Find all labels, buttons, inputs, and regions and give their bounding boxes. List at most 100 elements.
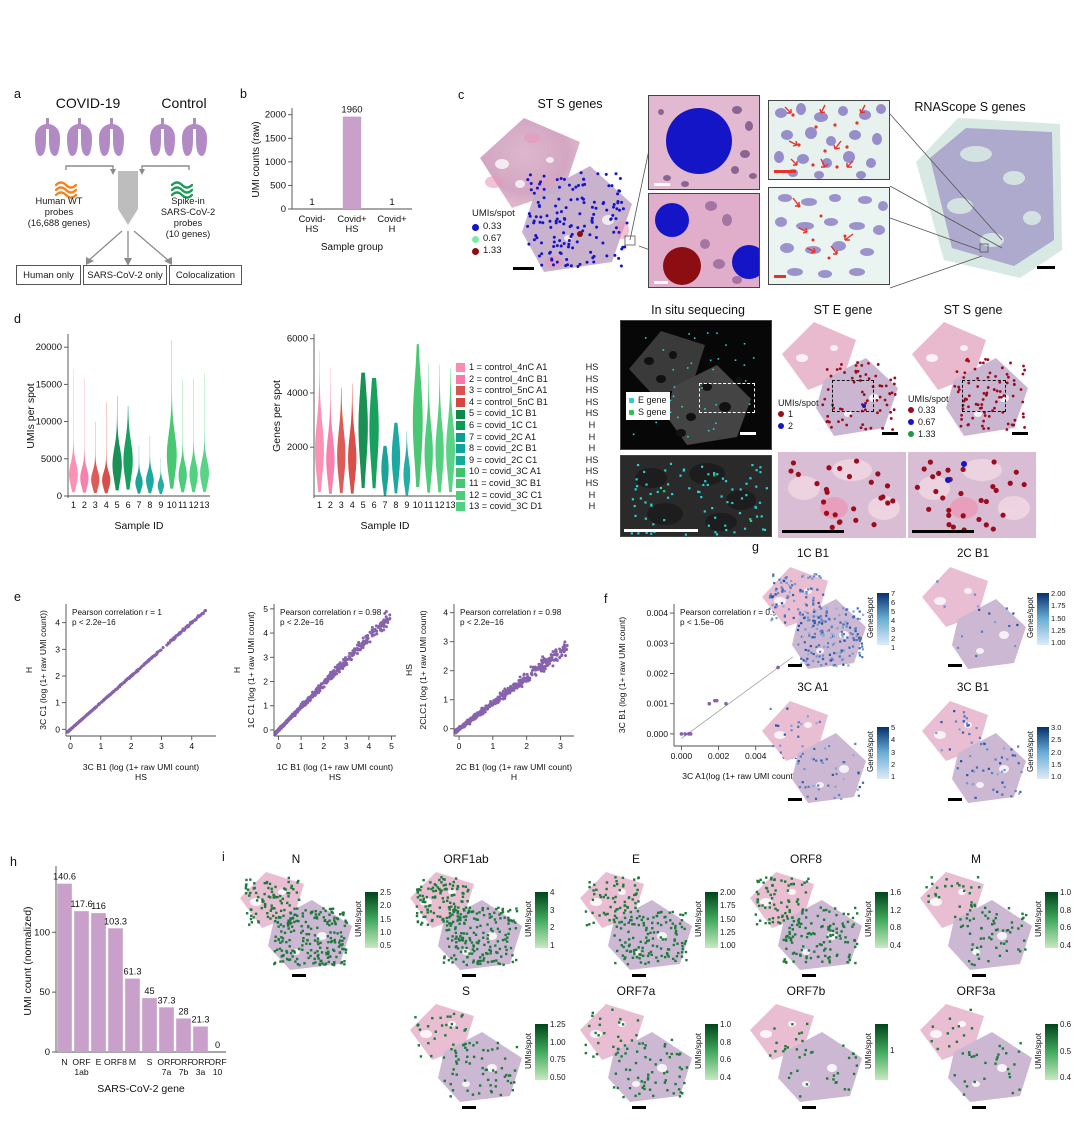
svg-text:2: 2 [443,666,448,676]
panel-i-colorbar-gradient-E [705,892,718,948]
panel-c-rnascope-connectors [889,113,1003,289]
legend-tag-12: H [588,489,596,500]
svg-text:2: 2 [524,741,529,751]
panel-d-legend-item-7: 7 = covid_2C A1 H [456,432,601,444]
svg-text:2000: 2000 [265,110,286,121]
legend-tag-1: HS [585,362,599,372]
panel-i-colorbar-ticks-E: 2.00 1.75 1.50 1.25 1.00 [720,888,736,950]
panel-i-tick-ORF8-2: 0.8 [890,923,902,933]
svg-text:0: 0 [457,741,462,751]
iss-overview-roi[interactable] [699,383,755,413]
panel-g-tile-3C-B1: 3C B1 Genes/spot 3.0 2.5 2.0 1.5 1.0 [918,682,1076,810]
panel-g-tissue-2 [762,701,866,803]
svg-text:Covid+: Covid+ [377,214,406,224]
svg-text:UMIs per spot: UMIs per spot [25,383,37,448]
legend-tag-2: HS [585,373,599,384]
iss-title: In situ sequecing [651,303,745,317]
legend-swatch-6 [456,421,465,431]
panel-i-tick-M-3: 0.4 [1060,940,1072,950]
svg-text:7a: 7a [162,1067,172,1077]
panel-i-colorbar-gradient-ORF7a [705,1024,718,1080]
panel-g-tissue-1 [922,567,1026,669]
st-e-dot-2 [778,423,784,429]
legend-label-1: 1 = control_4nC A1 [469,362,548,372]
svg-text:5: 5 [389,741,394,751]
st-e-roi[interactable] [832,380,874,412]
panel-i-tick-ORF7b-0: 1 [890,1046,895,1055]
st-s-value-033: 0.33 [918,405,936,415]
svg-text:1: 1 [443,695,448,705]
panel-g-tick-3-2: 2.0 [1051,747,1062,757]
svg-text:UMI counts (raw): UMI counts (raw) [251,121,262,197]
legend-swatch-9 [456,456,465,466]
svg-text:4000: 4000 [287,388,308,399]
svg-text:ORF: ORF [191,1057,209,1067]
st-s-legend-item-1: 0.67 [908,416,949,428]
panel-a-control-label: Control [161,95,207,111]
panel-i-colorbar-gradient-ORF1ab [535,892,548,948]
panel-d-legend-item-4: 4 = control_5nC B1 HS [456,397,601,409]
svg-text:3: 3 [558,741,563,751]
legend-label-4: 4 = control_5nC B1 [469,396,548,407]
svg-text:1: 1 [317,500,322,510]
legend-label-9: 9 = covid_2C C1 [469,454,538,465]
svg-text:p < 2.2e−16: p < 2.2e−16 [460,618,504,627]
svg-text:1: 1 [98,741,103,751]
panel-i-tick-ORF1ab-2: 2 [550,923,555,933]
legend-swatch-11 [456,479,465,489]
legend-dot-033 [472,223,479,231]
panel-g-scalebar-1 [948,664,962,667]
panel-i-colorbar-ticks-ORF1ab: 4 3 2 1 [550,888,554,950]
panel-i-tick-ORF3a-0: 0.6 [1060,1020,1072,1029]
st-s-roi[interactable] [962,380,1006,412]
panel-g-tick-0-6: 1 [891,643,896,652]
svg-text:1ab: 1ab [74,1067,89,1077]
svg-text:2: 2 [55,671,60,681]
svg-text:3: 3 [339,500,344,510]
st-e-dot-1 [778,411,784,417]
panel-i-tile-ORF1ab: ORF1ab UMIs/spot 4 3 2 1 [406,852,571,980]
panel-i-tile-ORF7a: ORF7a UMIs/spot 1.0 0.8 0.6 0.4 [576,984,741,1112]
panel-i-title-ORF7a: ORF7a [616,984,656,998]
panel-g-letter: g [752,540,759,554]
svg-text:0: 0 [45,1047,50,1058]
panel-i-tile-N: N UMIs/spot 2.5 2.0 1.5 1.0 0.5 [236,852,401,980]
panel-i-scalebar-ORF7b [802,1106,816,1109]
svg-text:5000: 5000 [41,454,62,465]
svg-text:37.3: 37.3 [158,995,176,1005]
probe-right-line1: Spike-in [171,196,205,206]
legend-tag-9: HS [585,454,599,465]
probe-right-line3: probes [173,218,203,228]
panel-i-title-N: N [291,852,301,866]
svg-text:HS: HS [404,664,414,676]
st-s-value-133: 1.33 [918,429,936,439]
panel-d-legend-item-8: 8 = covid_2C B1 H [456,443,601,455]
legend-label-5: 5 = covid_1C B1 [469,408,537,419]
svg-text:1: 1 [299,741,304,751]
panel-a-output-sars-only: SARS-CoV-2 only [83,265,167,285]
panel-i-colorbar-gradient-N [365,892,378,948]
iss-legend-item-s: S gene [629,406,667,418]
probe-left-line3: (16,688 genes) [27,218,91,228]
panel-i-tissue-ORF3a [920,1004,1032,1102]
svg-text:SARS-CoV-2 gene: SARS-CoV-2 gene [97,1083,185,1095]
svg-text:103.3: 103.3 [104,916,127,926]
svg-text:50: 50 [39,987,50,998]
panel-i-tissue-M [920,872,1032,970]
panel-g-colorbar-label-3: Genes/spot [1026,731,1035,773]
panel-i-tick-ORF8-3: 0.4 [890,940,902,950]
panel-i-tick-E-3: 1.25 [720,927,736,937]
panel-c-legend-item-2: 1.33 [472,245,515,257]
svg-text:Genes per spot: Genes per spot [271,380,283,452]
st-e-zoom-scalebar [782,530,844,533]
panel-d-umis-violin: 0 5000 10000 15000 20000 1 2 3 4 5 6 7 8 9 10 11 12 13 Sam… [22,322,218,532]
panel-i-colorbar-label-ORF1ab: UMIs/spot [524,901,533,938]
panel-i-tick-ORF3a-2: 0.4 [1060,1073,1072,1082]
panel-c-rnascope-inset-bottom [768,187,890,285]
svg-text:4: 4 [350,500,355,510]
panel-f-letter: f [604,592,608,606]
svg-text:10: 10 [167,500,177,510]
svg-text:2CLC1 (log (1+ raw UMI count): 2CLC1 (log (1+ raw UMI count) [418,610,428,729]
panel-i-colorbar-label-ORF7b: UMIs/spot [864,1033,873,1070]
panel-i-colorbar-ticks-S: 1.25 1.00 0.75 0.50 [550,1020,566,1082]
